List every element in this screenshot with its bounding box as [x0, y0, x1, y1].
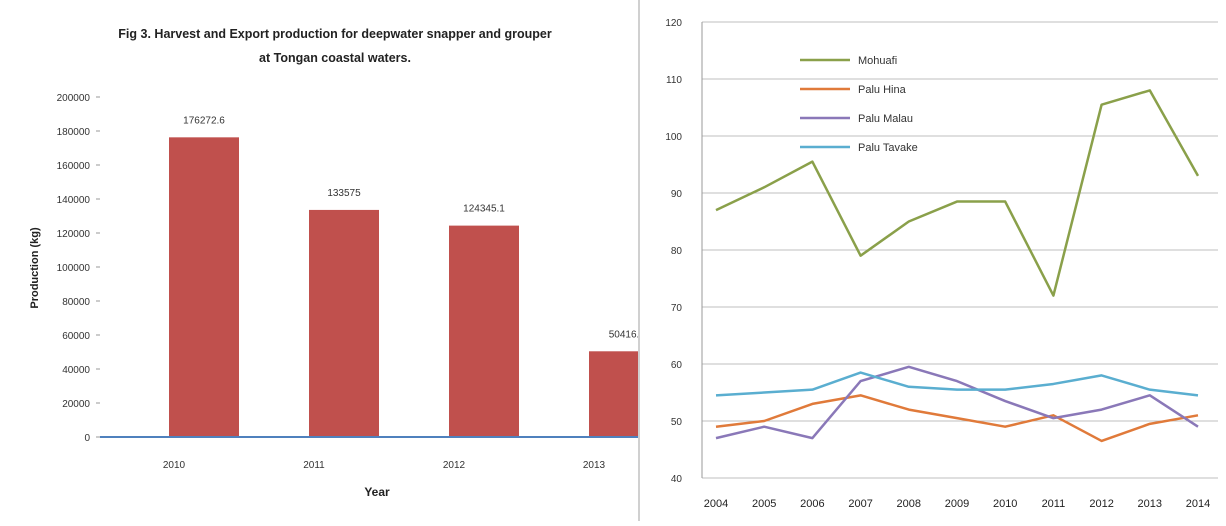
- y-tick-label: 20000: [62, 399, 90, 410]
- x-tick-label: 2013: [583, 460, 606, 471]
- data-label: 176272.6: [183, 115, 225, 126]
- x-tick-label: 2014: [1186, 498, 1210, 510]
- x-tick-label: 2008: [897, 498, 921, 510]
- series-line: [715, 394, 1199, 443]
- y-tick-label: 70: [671, 303, 683, 314]
- bar-chart-panel: Fig 3. Harvest and Export production for…: [29, 0, 659, 521]
- y-tick-label: 200000: [57, 93, 91, 104]
- y-tick-label: 80000: [62, 297, 90, 308]
- chart-title: Fig 3. Harvest and Export production for…: [118, 27, 552, 41]
- y-tick-label: 180000: [57, 127, 91, 138]
- x-tick-label: 2012: [443, 460, 466, 471]
- y-tick-label: 60000: [62, 331, 90, 342]
- data-label: 124345.1: [463, 204, 505, 215]
- x-tick-label: 2011: [1042, 498, 1066, 510]
- series-line: [715, 371, 1199, 397]
- bar-chart: Fig 3. Harvest and Export production for…: [29, 27, 659, 499]
- x-tick-label: 2007: [848, 498, 872, 510]
- legend-label: Palu Hina: [858, 84, 907, 96]
- bar: [169, 137, 239, 437]
- bar: [589, 351, 659, 437]
- x-tick-label: 2006: [800, 498, 824, 510]
- y-tick-label: 110: [666, 75, 682, 86]
- data-label: 50416.: [609, 329, 638, 340]
- data-label: 133575: [327, 188, 361, 199]
- y-tick-label: 0: [84, 433, 90, 444]
- y-tick-label: 90: [671, 189, 683, 200]
- x-tick-label: 2010: [993, 498, 1017, 510]
- x-tick-label: 2010: [163, 460, 186, 471]
- y-tick-label: 40: [671, 474, 683, 485]
- legend-label: Mohuafi: [858, 55, 897, 67]
- y-tick-label: 80: [671, 246, 683, 257]
- y-tick-label: 100: [665, 132, 682, 143]
- legend-label: Palu Tavake: [858, 142, 918, 154]
- y-tick-label: 100000: [57, 263, 91, 274]
- series-line: [715, 365, 1199, 440]
- line-chart: 40 50 60 70 80 90 100 110 120 2004 2005 2006 2007 20…: [665, 18, 1218, 510]
- x-tick-label: 2012: [1089, 498, 1113, 510]
- legend-label: Palu Malau: [858, 113, 913, 125]
- y-axis-label: Production (kg): [29, 227, 41, 309]
- y-tick-label: 40000: [62, 365, 90, 376]
- y-tick-label: 160000: [57, 161, 91, 172]
- y-tick-label: 120: [665, 18, 682, 29]
- y-tick-label: 120000: [57, 229, 91, 240]
- series-line: [715, 89, 1200, 297]
- chart-subtitle: at Tongan coastal waters.: [259, 51, 411, 65]
- x-tick-label: 2005: [752, 498, 776, 510]
- y-tick-label: 60: [671, 360, 683, 371]
- bar: [309, 209, 379, 437]
- x-tick-label: 2004: [704, 498, 728, 510]
- x-tick-label: 2011: [303, 460, 325, 471]
- y-tick-label: 50: [671, 417, 683, 428]
- bar: [449, 225, 519, 437]
- x-axis-label: Year: [364, 485, 390, 499]
- line-chart-panel: 40 50 60 70 80 90 100 110 120 2004 2005 2006 2007 20…: [650, 0, 1226, 521]
- x-tick-label: 2009: [945, 498, 969, 510]
- y-tick-label: 140000: [57, 195, 91, 206]
- x-tick-label: 2013: [1138, 498, 1162, 510]
